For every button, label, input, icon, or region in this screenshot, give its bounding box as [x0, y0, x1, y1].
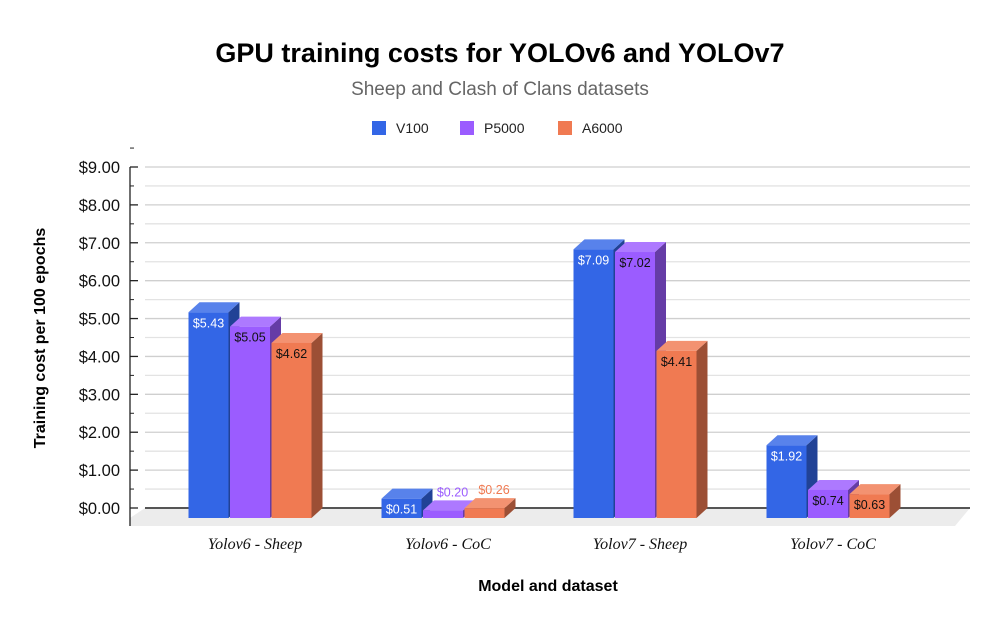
x-tick-label: Yolov7 - CoC — [790, 536, 876, 553]
legend-swatch-p5000 — [460, 121, 474, 135]
y-tick-label: $7.00 — [79, 235, 120, 253]
floor-plane — [130, 508, 970, 526]
chart-title: GPU training costs for YOLOv6 and YOLOv7 — [215, 38, 784, 68]
bar-front — [381, 498, 422, 518]
y-axis-title: Training cost per 100 epochs — [32, 228, 49, 449]
bar-side — [889, 484, 901, 518]
bar-top — [230, 316, 281, 327]
y-tick-label: $6.00 — [79, 273, 120, 291]
bar-top — [188, 302, 240, 313]
legend-swatch-a6000 — [558, 121, 572, 135]
bar-a6000: $0.26 — [464, 483, 516, 518]
legend-label: P5000 — [484, 120, 525, 136]
gridlines — [145, 166, 970, 509]
chart-floor — [130, 508, 970, 526]
bar-top — [808, 479, 859, 490]
bar-top — [271, 332, 323, 343]
bar-top — [381, 488, 433, 499]
data-label: $5.05 — [234, 331, 265, 345]
bar-top — [423, 500, 474, 511]
bar-front — [808, 489, 848, 518]
bar-side — [504, 498, 516, 518]
legend-swatch-v100 — [372, 121, 386, 135]
y-tick-label: $2.00 — [79, 424, 120, 442]
y-tick-label: $0.00 — [79, 500, 120, 518]
bar-front — [188, 312, 229, 518]
data-label: $7.02 — [619, 256, 650, 270]
bar-v100: $0.51 — [381, 488, 433, 518]
bar-top — [656, 340, 708, 351]
bar-front — [464, 508, 505, 518]
bar-top — [766, 435, 818, 446]
legend: V100 P5000 A6000 — [372, 120, 623, 136]
bar-front — [271, 342, 312, 518]
bar-front — [766, 445, 807, 518]
bar-front — [849, 494, 890, 518]
data-label: $1.92 — [771, 449, 802, 463]
bar-front — [423, 510, 463, 518]
data-label: $0.63 — [854, 498, 885, 512]
bar-front — [656, 350, 697, 518]
legend-label: V100 — [396, 120, 429, 136]
data-label: $4.62 — [276, 347, 307, 361]
bar-p5000: $0.74 — [808, 479, 859, 518]
x-tick-label: Yolov7 - Sheep — [593, 536, 688, 553]
bar-a6000: $4.41 — [656, 340, 708, 518]
x-tick-label: Yolov6 - CoC — [405, 536, 491, 553]
bar-a6000: $0.63 — [849, 484, 901, 518]
data-label: $7.09 — [578, 253, 609, 267]
data-label: $0.74 — [812, 494, 843, 508]
bar-v100: $5.43 — [188, 302, 240, 518]
bar-side — [696, 340, 708, 518]
bar-top — [849, 484, 901, 495]
y-tick-label: $4.00 — [79, 348, 120, 366]
x-tick-label: Yolov6 - Sheep — [208, 536, 303, 553]
x-axis: Yolov6 - Sheep Yolov6 - CoC Yolov7 - Sheep… — [208, 536, 876, 553]
bar-top — [573, 239, 625, 250]
y-axis: $0.00 $1.00 $2.00 $3.00 $4.00 $5.00 $6.00 $7.00… — [79, 147, 138, 526]
bars: $5.43 $5.05 $4.62 $0.51 $0.20 $0.26 $7.09 $7.02… — [188, 239, 901, 518]
bar-a6000: $4.62 — [271, 332, 323, 518]
y-tick-label: $9.00 — [79, 159, 120, 177]
y-tick-label: $3.00 — [79, 386, 120, 404]
data-label: $4.41 — [661, 355, 692, 369]
chart-subtitle: Sheep and Clash of Clans datasets — [351, 79, 649, 100]
bar-top — [615, 242, 666, 253]
bar-top — [464, 498, 516, 509]
bar-front — [615, 252, 655, 518]
data-label: $0.51 — [386, 503, 417, 517]
y-tick-label: $5.00 — [79, 311, 120, 329]
bar-side — [311, 332, 323, 518]
y-tick-label: $8.00 — [79, 197, 120, 215]
y-tick-label: $1.00 — [79, 462, 120, 480]
bar-front — [230, 326, 270, 518]
legend-label: A6000 — [582, 120, 623, 136]
data-label: $5.43 — [193, 316, 224, 330]
x-axis-title: Model and dataset — [478, 578, 618, 595]
data-label: $0.26 — [478, 483, 509, 497]
data-label: $0.20 — [437, 485, 468, 499]
bar-front — [573, 249, 614, 518]
